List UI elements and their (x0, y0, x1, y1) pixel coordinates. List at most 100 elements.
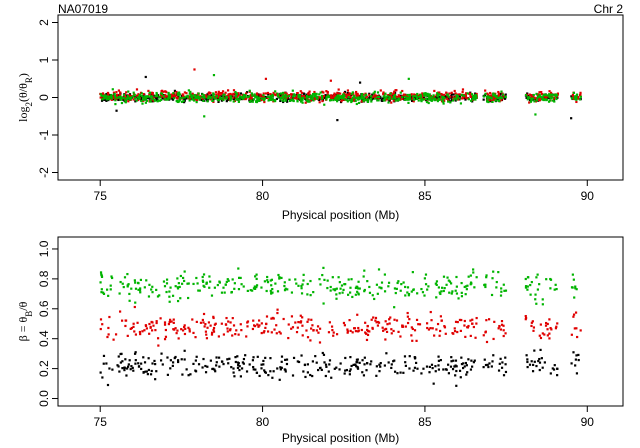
data-point (219, 97, 222, 101)
data-point (373, 90, 376, 93)
data-point (427, 285, 430, 288)
data-point (437, 96, 440, 99)
data-point (319, 366, 322, 369)
data-point (395, 319, 399, 322)
data-point (245, 91, 249, 94)
data-point (459, 376, 462, 379)
data-point (280, 360, 283, 363)
data-point (288, 278, 291, 281)
data-point (147, 89, 150, 93)
data-point (433, 97, 437, 101)
data-point (252, 368, 255, 371)
data-point (148, 322, 151, 326)
data-point (348, 92, 351, 95)
y-axis-label: log2(θ/θR) (16, 73, 34, 122)
data-point (361, 359, 364, 362)
data-point (195, 320, 198, 324)
data-point (155, 321, 158, 325)
data-point (539, 323, 542, 326)
data-point (121, 367, 124, 370)
data-point (538, 95, 541, 98)
data-point (465, 92, 468, 95)
data-point (420, 100, 423, 103)
data-point (370, 100, 373, 103)
data-point (441, 97, 445, 101)
data-point (197, 363, 201, 366)
data-point (488, 99, 491, 102)
data-point (260, 367, 263, 370)
data-point (463, 94, 466, 97)
data-point (270, 331, 273, 334)
data-point (455, 369, 458, 373)
data-point (262, 331, 265, 334)
data-point (327, 370, 330, 373)
data-point (249, 99, 253, 102)
data-point (541, 332, 544, 335)
data-point (180, 94, 184, 97)
data-point (276, 311, 279, 315)
data-point (356, 365, 359, 369)
data-point (445, 368, 448, 371)
data-point (296, 97, 299, 100)
data-point (287, 336, 290, 340)
data-point (127, 365, 130, 368)
data-point (366, 100, 370, 103)
data-point (145, 279, 148, 282)
data-point (186, 94, 189, 97)
data-point (365, 362, 369, 365)
data-point (462, 366, 465, 370)
data-point (168, 95, 171, 99)
y-axis-label: β = θB/θ (16, 301, 34, 341)
data-point (483, 94, 487, 97)
data-point (257, 94, 261, 97)
data-point (502, 374, 506, 377)
data-point (576, 96, 580, 99)
data-point (264, 371, 267, 374)
data-point (271, 376, 274, 379)
data-point (366, 328, 369, 331)
data-point (460, 318, 463, 322)
data-point (318, 327, 322, 330)
data-point (574, 287, 577, 290)
data-point (240, 367, 244, 370)
data-point (407, 98, 410, 101)
data-point (469, 368, 473, 371)
y-tick-label: 0.8 (37, 270, 51, 287)
data-point (355, 90, 358, 94)
data-point (571, 273, 574, 276)
data-point (420, 372, 423, 375)
data-point (378, 286, 381, 289)
data-point (116, 96, 119, 99)
data-point (387, 285, 390, 288)
data-point (357, 329, 360, 332)
data-point (162, 90, 165, 93)
data-point (424, 283, 428, 286)
data-point (404, 294, 407, 297)
data-point (552, 97, 556, 100)
data-point (529, 100, 533, 103)
data-point (338, 95, 341, 98)
data-point (283, 289, 287, 292)
data-point (333, 92, 336, 95)
outlier-point (329, 79, 332, 82)
outlier-point (264, 77, 268, 80)
data-point (140, 97, 143, 101)
data-point (229, 321, 232, 324)
data-point (323, 103, 326, 106)
data-point (101, 376, 104, 379)
data-point (237, 267, 240, 270)
data-point (554, 283, 557, 286)
data-point (328, 363, 331, 366)
data-point (292, 99, 295, 103)
data-point (524, 286, 528, 289)
data-point (329, 97, 333, 100)
data-point (273, 99, 276, 102)
data-point (151, 285, 154, 288)
data-point (150, 369, 153, 373)
data-point (344, 356, 347, 360)
data-point (234, 95, 238, 98)
data-point (225, 280, 228, 284)
data-point (489, 95, 492, 98)
data-point (375, 365, 378, 368)
data-point (290, 327, 293, 330)
